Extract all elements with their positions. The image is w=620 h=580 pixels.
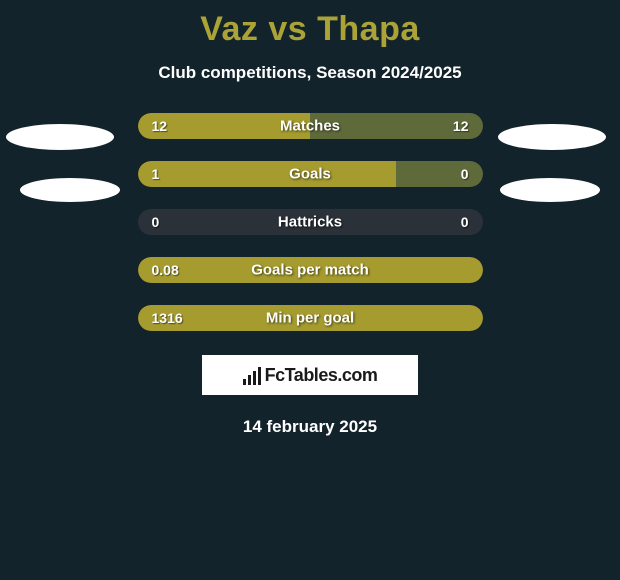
decorative-ellipse: [6, 124, 114, 150]
stat-row: 0 0 Hattricks: [138, 209, 483, 235]
bar-left: [138, 161, 397, 187]
stat-label: Hattricks: [278, 214, 342, 231]
bar-right: [396, 161, 482, 187]
decorative-ellipse: [498, 124, 606, 150]
stat-value-left: 1316: [152, 310, 183, 326]
stat-value-right: 12: [453, 118, 469, 134]
stat-label: Goals per match: [251, 262, 369, 279]
stat-row: 0.08 Goals per match: [138, 257, 483, 283]
decorative-ellipse: [20, 178, 120, 202]
stat-value-right: 0: [461, 166, 469, 182]
stat-row: 1316 Min per goal: [138, 305, 483, 331]
page-title: Vaz vs Thapa: [0, 0, 620, 49]
stat-value-left: 1: [152, 166, 160, 182]
logo-bars-icon: [243, 365, 261, 385]
stat-value-left: 0: [152, 214, 160, 230]
decorative-ellipse: [500, 178, 600, 202]
stat-row: 12 12 Matches: [138, 113, 483, 139]
stat-label: Goals: [289, 166, 331, 183]
stat-row: 1 0 Goals: [138, 161, 483, 187]
date-label: 14 february 2025: [0, 417, 620, 437]
subtitle: Club competitions, Season 2024/2025: [0, 63, 620, 83]
stat-label: Min per goal: [266, 310, 354, 327]
stat-label: Matches: [280, 118, 340, 135]
stat-value-left: 12: [152, 118, 168, 134]
fctables-logo: FcTables.com: [202, 355, 418, 395]
stat-value-left: 0.08: [152, 262, 179, 278]
logo-text: FcTables.com: [265, 365, 378, 386]
stat-value-right: 0: [461, 214, 469, 230]
